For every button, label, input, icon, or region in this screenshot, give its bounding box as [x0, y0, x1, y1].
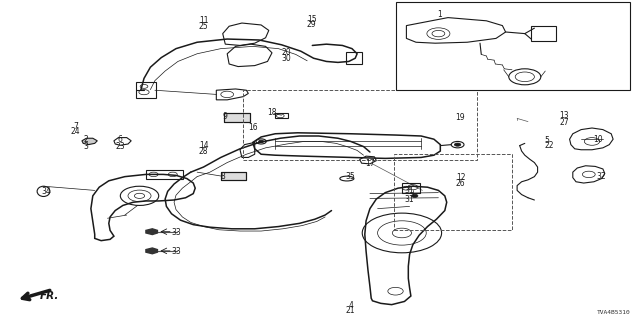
Text: 32: 32: [596, 172, 607, 181]
Bar: [136, 82, 156, 98]
Text: 26: 26: [456, 180, 466, 188]
Text: 14: 14: [198, 141, 209, 150]
Text: 3: 3: [83, 142, 88, 151]
Bar: [224, 113, 250, 122]
Bar: [224, 113, 250, 122]
Text: 34: 34: [41, 187, 51, 196]
Text: 5: 5: [545, 136, 550, 145]
Circle shape: [454, 143, 461, 146]
Text: 25: 25: [198, 22, 209, 31]
Text: 15: 15: [307, 15, 317, 24]
Text: 28: 28: [199, 148, 208, 156]
Text: 21: 21: [346, 306, 355, 315]
Bar: [396, 2, 630, 90]
Bar: [531, 26, 556, 41]
Text: 33: 33: [171, 247, 181, 256]
Text: 13: 13: [559, 111, 570, 120]
Bar: [243, 90, 477, 160]
Text: 20: 20: [282, 48, 292, 57]
Text: 11: 11: [199, 16, 208, 25]
Text: 24: 24: [70, 127, 81, 136]
Text: 27: 27: [559, 118, 570, 127]
Text: 31: 31: [404, 186, 415, 195]
Text: 9: 9: [223, 112, 228, 121]
Circle shape: [412, 194, 418, 197]
Text: 6: 6: [118, 135, 123, 144]
Text: FR.: FR.: [40, 291, 59, 301]
Text: 22: 22: [545, 141, 554, 150]
Circle shape: [259, 140, 264, 143]
Bar: [221, 172, 246, 180]
Text: 29: 29: [307, 20, 317, 29]
Polygon shape: [146, 248, 157, 254]
Text: 7: 7: [73, 122, 78, 131]
Polygon shape: [82, 138, 97, 145]
Text: 2: 2: [83, 135, 88, 144]
Polygon shape: [146, 229, 157, 235]
Text: 30: 30: [282, 54, 292, 63]
Bar: [402, 183, 420, 193]
Text: TVA4B5310: TVA4B5310: [596, 310, 630, 315]
Bar: [346, 52, 362, 64]
Text: 31: 31: [404, 195, 415, 204]
Text: 10: 10: [593, 135, 604, 144]
Text: 12: 12: [456, 173, 465, 182]
Text: 17: 17: [365, 159, 375, 168]
Text: 19: 19: [454, 113, 465, 122]
Text: 1: 1: [437, 10, 442, 19]
Text: 4: 4: [348, 301, 353, 310]
Text: 23: 23: [115, 142, 125, 151]
Text: 8: 8: [220, 172, 225, 181]
Bar: [221, 172, 246, 180]
Bar: [394, 154, 512, 230]
Bar: [146, 170, 183, 179]
Text: 33: 33: [171, 228, 181, 237]
Bar: [275, 113, 288, 118]
Text: 35: 35: [346, 172, 356, 181]
Text: 18: 18: [268, 108, 276, 117]
Text: 16: 16: [248, 123, 258, 132]
